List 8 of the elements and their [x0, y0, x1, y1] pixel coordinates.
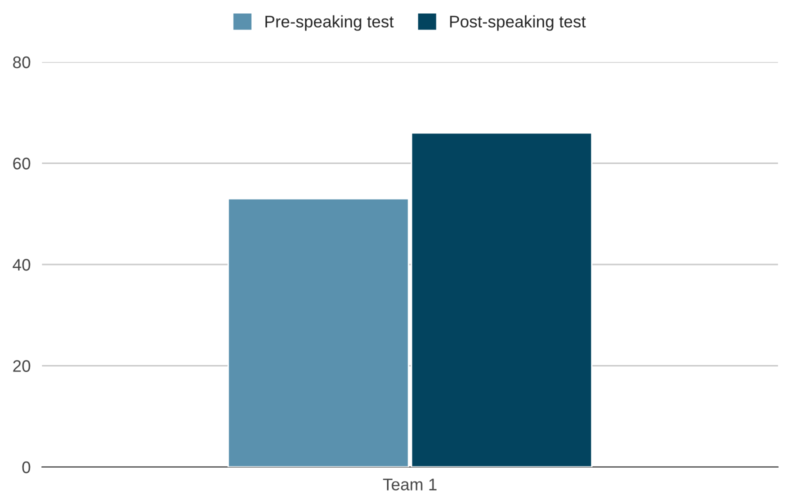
legend-label: Pre-speaking test: [265, 15, 394, 31]
y-tick-label: 80: [13, 56, 30, 68]
x-tick-label: Team 1: [383, 478, 437, 490]
y-tick-label: 40: [12, 258, 30, 271]
y-tick-label: 20: [13, 360, 30, 372]
legend-label: Post-speaking test: [450, 15, 586, 31]
y-tick-label: 60: [13, 158, 30, 170]
y-tick-label: 0: [22, 461, 30, 474]
